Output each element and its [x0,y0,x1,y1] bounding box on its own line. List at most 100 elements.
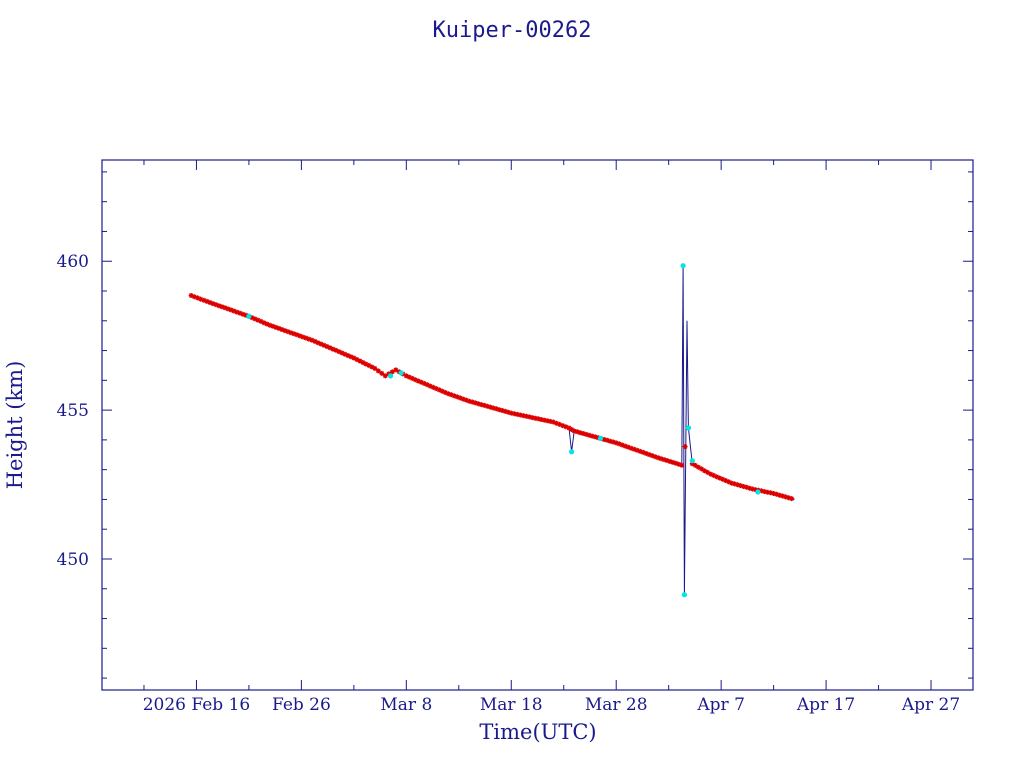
data-point [345,353,351,358]
data-point [601,437,607,442]
x-axis-label: Time(UTC) [479,720,596,744]
data-point [463,397,469,403]
data-point [484,403,490,409]
data-point [735,482,741,488]
data-point [768,490,774,496]
data-point [759,488,765,494]
data-point [393,367,399,373]
data-point [762,489,768,495]
y-tick-label: 455 [57,401,89,421]
data-point [279,327,285,332]
data-point [664,458,670,463]
data-point [348,354,354,360]
data-point [285,329,291,335]
data-point [616,441,622,447]
data-point [676,461,682,467]
data-point [493,406,499,412]
data-point [646,452,652,458]
data-point [469,399,475,405]
y-tick-label: 460 [57,252,89,272]
data-point [454,394,460,400]
data-point [514,411,520,417]
data-point [673,460,679,466]
chart-title: Kuiper-00262 [433,18,592,43]
data-point [577,430,583,436]
data-point [379,370,385,376]
data-point [490,405,496,411]
data-point [571,428,577,434]
outlier-point [569,449,575,455]
x-tick-label: Mar 18 [480,695,543,715]
x-tick-label: Apr 17 [796,695,855,715]
outlier-point [685,425,692,431]
data-point [270,323,276,329]
data-point [389,369,395,375]
data-point [592,434,598,440]
outlier-point [398,370,404,376]
series-line [191,265,795,595]
x-tick-label: Apr 27 [901,695,960,715]
data-point [487,404,493,410]
data-point [273,324,279,330]
axis-ticks [102,160,973,690]
data-point [505,409,511,415]
data-point [324,344,330,349]
outlier-point [755,489,761,495]
data-point [702,468,707,474]
outlier-point [681,592,688,598]
data-point [436,387,442,393]
data-point [532,415,538,421]
data-point [406,374,412,380]
data-point [604,437,610,443]
data-point [421,381,427,386]
data-point [237,310,243,316]
data-point [569,427,575,432]
data-point [517,412,523,418]
data-point [433,386,439,392]
data-point [726,479,732,485]
data-point [682,444,688,450]
data-point [243,312,249,318]
outlier-point [597,435,604,441]
data-point [499,408,505,413]
data-point [430,384,436,390]
data-point [753,487,759,493]
data-point [750,486,756,492]
y-tick-label: 450 [57,550,89,570]
data-point [424,382,430,388]
data-point [655,455,661,461]
data-point [589,433,595,439]
data-point [386,371,392,377]
data-point [613,440,619,446]
data-point [451,393,457,399]
data-point [566,425,572,431]
data-point [339,350,345,356]
data-point [765,489,771,495]
data-point [357,358,363,364]
data-point [201,297,207,303]
data-point [741,484,747,489]
data-point [640,449,646,455]
data-point [699,466,704,472]
data-point [679,462,685,468]
data-point [472,400,478,406]
data-point [252,316,258,322]
data-point [667,459,673,464]
data-point [637,448,643,454]
data-point [351,355,357,361]
data-point [708,471,714,477]
y-tick-labels: 450 455 460 [57,252,89,570]
x-tick-label: Apr 7 [696,695,745,715]
data-point [705,469,711,475]
data-point [789,496,795,502]
data-point [315,340,321,346]
data-point [502,408,508,414]
series-group [188,263,795,598]
data-point [303,335,309,341]
data-point [198,296,204,302]
data-point [481,402,487,408]
data-point [695,464,701,470]
data-point [774,491,780,497]
data-point [427,383,433,389]
data-point [560,423,566,429]
